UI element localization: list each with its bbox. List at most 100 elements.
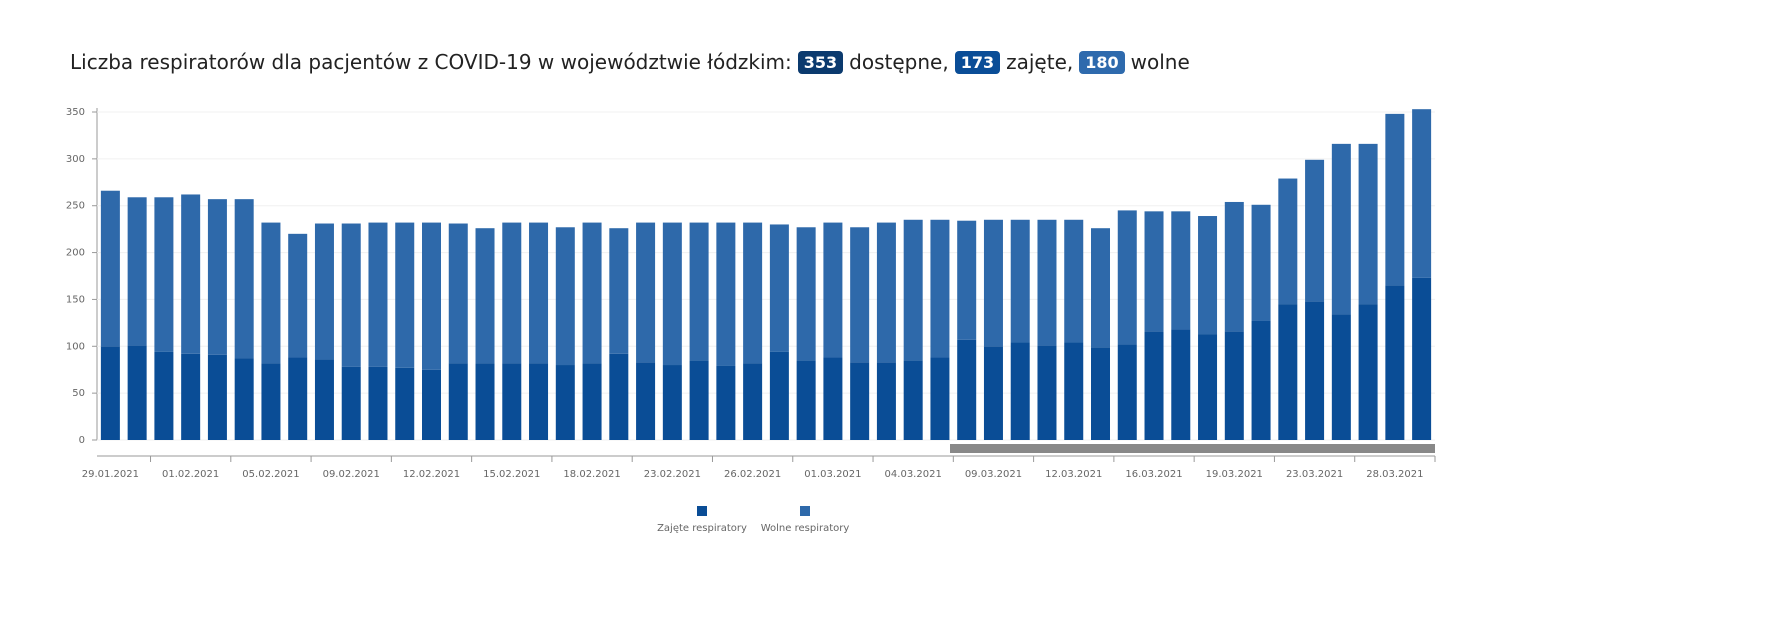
bar (823, 357, 843, 440)
bar (743, 222, 763, 364)
bar (876, 222, 896, 363)
bar (448, 363, 468, 440)
bar (1091, 228, 1110, 348)
bar (582, 363, 602, 440)
bar (1144, 331, 1164, 440)
bar (582, 222, 602, 364)
x-tick-label: 05.02.2021 (242, 469, 299, 480)
badge: 353 (797, 50, 844, 74)
bar (127, 345, 147, 440)
x-tick-label: 19.03.2021 (1206, 469, 1263, 480)
bar (1278, 304, 1298, 440)
bar (903, 360, 923, 440)
bar (261, 363, 281, 440)
bar (341, 223, 361, 367)
bar (796, 360, 816, 440)
bar (1385, 285, 1405, 440)
bar (475, 228, 495, 364)
x-tick-label: 04.03.2021 (885, 469, 942, 480)
bar (1198, 216, 1218, 335)
bar (422, 369, 441, 440)
y-tick-label: 350 (66, 107, 85, 118)
bar (288, 357, 308, 440)
bar (636, 362, 656, 440)
bar (1171, 329, 1191, 440)
y-tick-label: 100 (66, 341, 85, 352)
bar (1117, 344, 1137, 440)
bar (100, 346, 120, 440)
bar (1037, 219, 1057, 346)
bar (930, 357, 950, 440)
badge-label: dostępne, (849, 50, 949, 74)
bar (983, 346, 1003, 440)
bar (314, 223, 334, 360)
bar (957, 339, 977, 440)
bar (502, 363, 522, 440)
bar (368, 222, 388, 367)
bar (1224, 331, 1244, 440)
bar (154, 197, 174, 352)
bar (1331, 143, 1351, 315)
x-tick-label: 15.02.2021 (483, 469, 540, 480)
bar (662, 222, 682, 366)
x-tick-label: 16.03.2021 (1125, 469, 1182, 480)
bar (1010, 342, 1030, 440)
bar (100, 190, 120, 347)
y-tick-label: 150 (66, 294, 85, 305)
x-tick-label: 26.02.2021 (724, 469, 781, 480)
x-tick-label: 09.02.2021 (323, 469, 380, 480)
x-tick-label: 29.01.2021 (82, 469, 139, 480)
bar (1198, 334, 1218, 440)
x-tick-label: 18.02.2021 (563, 469, 620, 480)
bar (207, 199, 227, 355)
x-tick-label: 01.02.2021 (162, 469, 219, 480)
bar (314, 359, 334, 440)
bar (609, 228, 629, 354)
bar (395, 367, 415, 440)
bar (1358, 304, 1378, 440)
bar (1171, 211, 1191, 330)
bar (475, 363, 495, 440)
title-text: Liczba respiratorów dla pacjentów z COVI… (70, 50, 792, 74)
chart-title: Liczba respiratorów dla pacjentów z COVI… (70, 50, 1190, 74)
bar (609, 353, 629, 440)
legend-label: Zajęte respiratory (657, 523, 747, 534)
bar (1144, 211, 1164, 332)
bar (983, 219, 1003, 347)
bar (957, 220, 977, 340)
bar (181, 194, 201, 354)
bar (181, 353, 201, 440)
bar (769, 224, 789, 352)
bar (930, 219, 950, 358)
bar (662, 365, 682, 440)
bar (1305, 301, 1325, 440)
bar (234, 199, 254, 359)
badge: 180 (1079, 50, 1125, 74)
bar (1010, 219, 1030, 343)
bar (850, 227, 870, 363)
bar (1251, 320, 1271, 440)
bar (1037, 345, 1057, 440)
bar (1278, 178, 1298, 305)
bar (1251, 204, 1271, 321)
legend-swatch (800, 506, 810, 516)
x-tick-label: 09.03.2021 (965, 469, 1022, 480)
bar (1224, 201, 1244, 332)
x-tick-label: 12.02.2021 (403, 469, 460, 480)
bar (529, 222, 549, 364)
bar (716, 222, 736, 366)
bar (689, 222, 709, 361)
bar (823, 222, 843, 358)
bar (636, 222, 656, 363)
bar (1358, 143, 1378, 305)
x-tick-label: 23.02.2021 (644, 469, 701, 480)
x-tick-label: 23.03.2021 (1286, 469, 1343, 480)
legend-swatch (697, 506, 707, 516)
bar (743, 363, 763, 440)
bar (716, 365, 736, 440)
y-tick-label: 250 (66, 201, 85, 212)
y-tick-label: 300 (66, 154, 85, 165)
bar (1385, 113, 1405, 286)
